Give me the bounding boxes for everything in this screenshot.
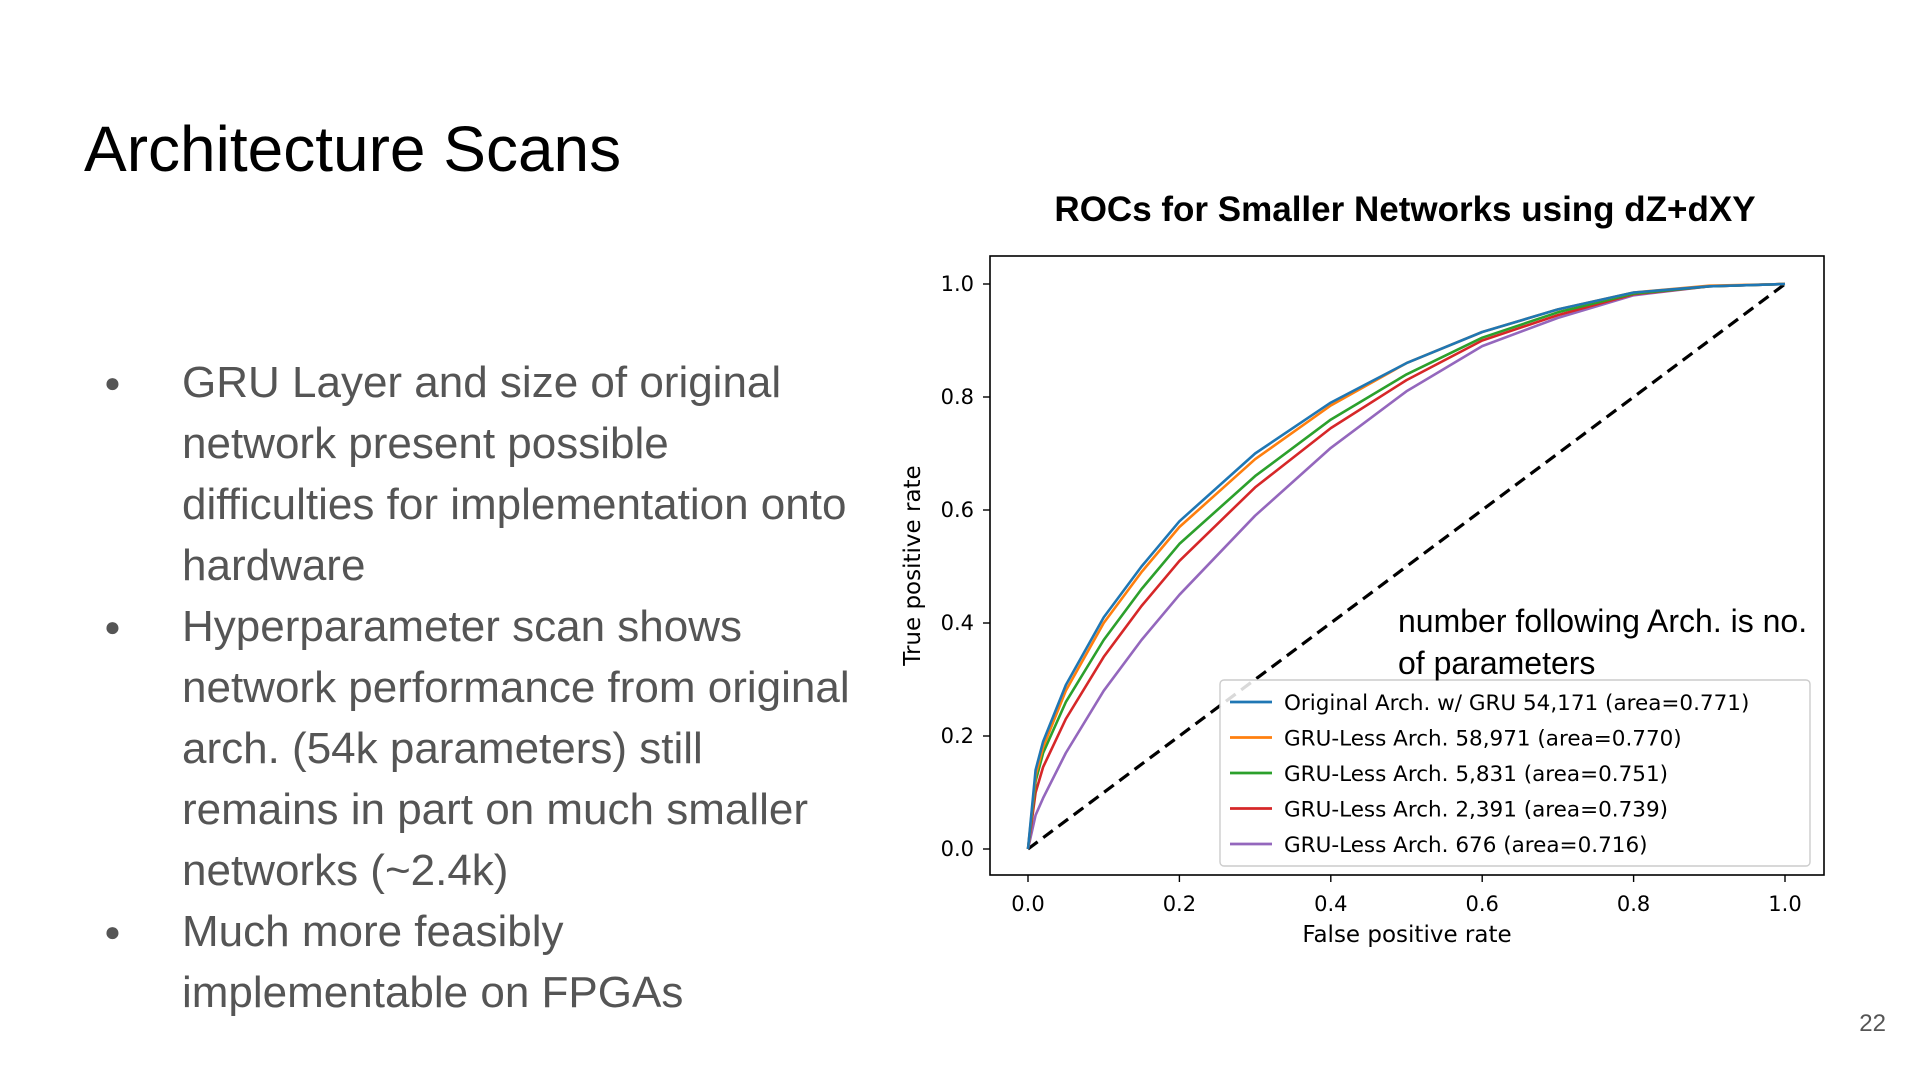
- bullet-item: Much more feasibly implementable on FPGA…: [100, 901, 860, 1023]
- slide-title: Architecture Scans: [84, 113, 622, 185]
- x-tick-label: 0.6: [1465, 892, 1498, 916]
- x-tick-label: 1.0: [1768, 892, 1801, 916]
- y-tick-label: 0.8: [941, 385, 974, 409]
- x-axis-label: False positive rate: [1302, 922, 1511, 948]
- plot-frame: [989, 255, 1825, 876]
- page-number: 22: [1859, 1010, 1886, 1037]
- x-tick-label: 0.2: [1163, 892, 1196, 916]
- roc-curve: [1026, 282, 1786, 850]
- y-tick-label: 0.0: [941, 837, 974, 861]
- legend-entry: GRU-Less Arch. 676 (area=0.716): [1284, 833, 1648, 858]
- x-tick-label: 0.4: [1314, 892, 1347, 916]
- y-tick-label: 0.2: [941, 724, 974, 748]
- x-tick-label: 0.0: [1011, 892, 1044, 916]
- bullet-item: Hyperparameter scan shows network perfor…: [100, 596, 860, 901]
- legend-box: [1219, 679, 1811, 867]
- y-tick-label: 1.0: [941, 272, 974, 296]
- legend-entry: GRU-Less Arch. 58,971 (area=0.770): [1284, 727, 1682, 752]
- legend-entry: GRU-Less Arch. 5,831 (area=0.751): [1284, 762, 1668, 787]
- parameter-note: number following Arch. is no. of paramet…: [1398, 603, 1808, 681]
- roc-curve: [1026, 282, 1786, 850]
- x-tick-label: 0.8: [1617, 892, 1650, 916]
- bullet-list: GRU Layer and size of original network p…: [100, 352, 860, 1023]
- y-tick-label: 0.4: [941, 611, 974, 635]
- chart-title: ROCs for Smaller Networks using dZ+dXY: [1054, 190, 1756, 229]
- bullet-item: GRU Layer and size of original network p…: [100, 352, 860, 596]
- legend-entry: GRU-Less Arch. 2,391 (area=0.739): [1284, 798, 1668, 823]
- diagonal-reference-line: [1027, 282, 1786, 851]
- legend-entry: Original Arch. w/ GRU 54,171 (area=0.771…: [1284, 691, 1749, 716]
- y-tick-label: 0.6: [941, 498, 974, 522]
- y-axis-label: True positive rate: [900, 465, 926, 666]
- roc-curve: [1026, 282, 1786, 850]
